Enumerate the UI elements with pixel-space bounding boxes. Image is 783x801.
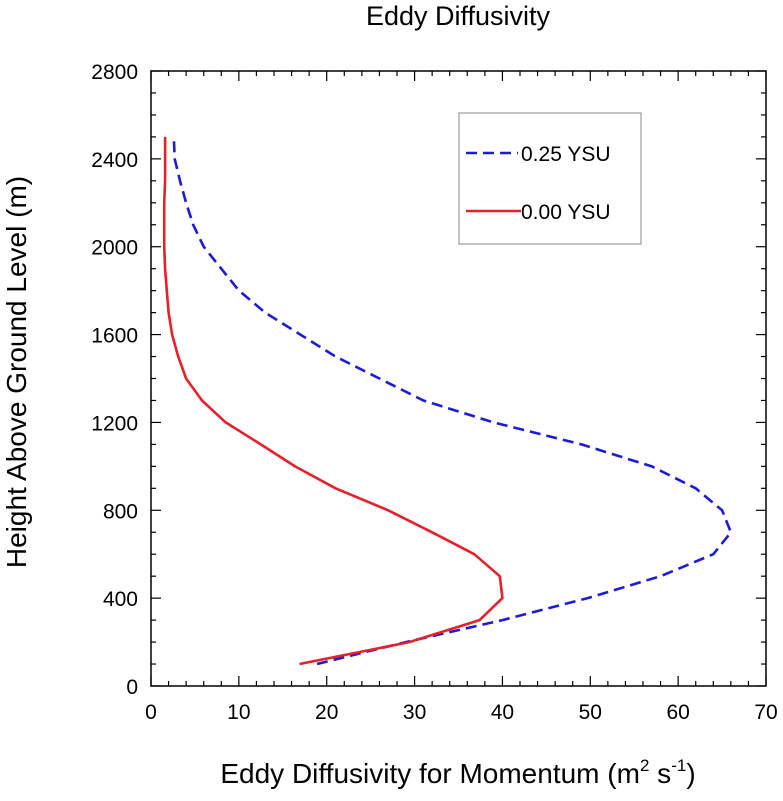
axis-ticks — [150, 70, 767, 687]
y-tick-label: 0 — [126, 676, 138, 699]
chart-title: Eddy Diffusivity — [366, 1, 551, 31]
x-tick-label: 40 — [491, 701, 514, 724]
y-tick-label: 1200 — [91, 412, 138, 435]
legend-label-0-00-ysu: 0.00 YSU — [521, 201, 611, 224]
x-axis-title-main: Eddy Diffusivity for Momentum (m — [220, 758, 640, 789]
plot-frame — [150, 70, 767, 687]
x-tick-label: 10 — [227, 701, 250, 724]
x-tick-label: 0 — [145, 701, 157, 724]
x-tick-label: 30 — [403, 701, 426, 724]
legend-box — [458, 112, 642, 245]
y-tick-label: 2000 — [91, 237, 138, 260]
series-line-0-00-ysu — [162, 136, 504, 666]
y-tick-label: 400 — [103, 588, 138, 611]
x-tick-label: 20 — [315, 701, 338, 724]
x-axis-title-mid: s — [649, 758, 671, 789]
x-axis-title-sup-1: 2 — [640, 756, 649, 775]
legend-label-0-25-ysu: 0.25 YSU — [521, 143, 611, 166]
x-tick-label: 70 — [754, 701, 777, 724]
tick-labels: 0 10 20 30 40 50 60 70 0 400 800 1200 1600 2000 2400 28… — [91, 61, 777, 724]
x-tick-label: 50 — [579, 701, 602, 724]
series-lines — [162, 136, 733, 666]
x-axis-title-sup-2: -1 — [671, 756, 686, 775]
x-tick-label: 60 — [666, 701, 689, 724]
y-axis-title: Height Above Ground Level (m) — [1, 176, 32, 568]
legend: 0.25 YSU 0.00 YSU — [458, 112, 642, 245]
y-tick-label: 800 — [103, 500, 138, 523]
x-axis-title: Eddy Diffusivity for Momentum (m2 s-1) — [220, 756, 695, 789]
x-axis-title-end: ) — [686, 758, 695, 789]
y-tick-label: 2800 — [91, 61, 138, 84]
y-tick-label: 1600 — [91, 325, 138, 348]
y-tick-label: 2400 — [91, 149, 138, 172]
series-line-0-25-ysu — [172, 136, 733, 666]
